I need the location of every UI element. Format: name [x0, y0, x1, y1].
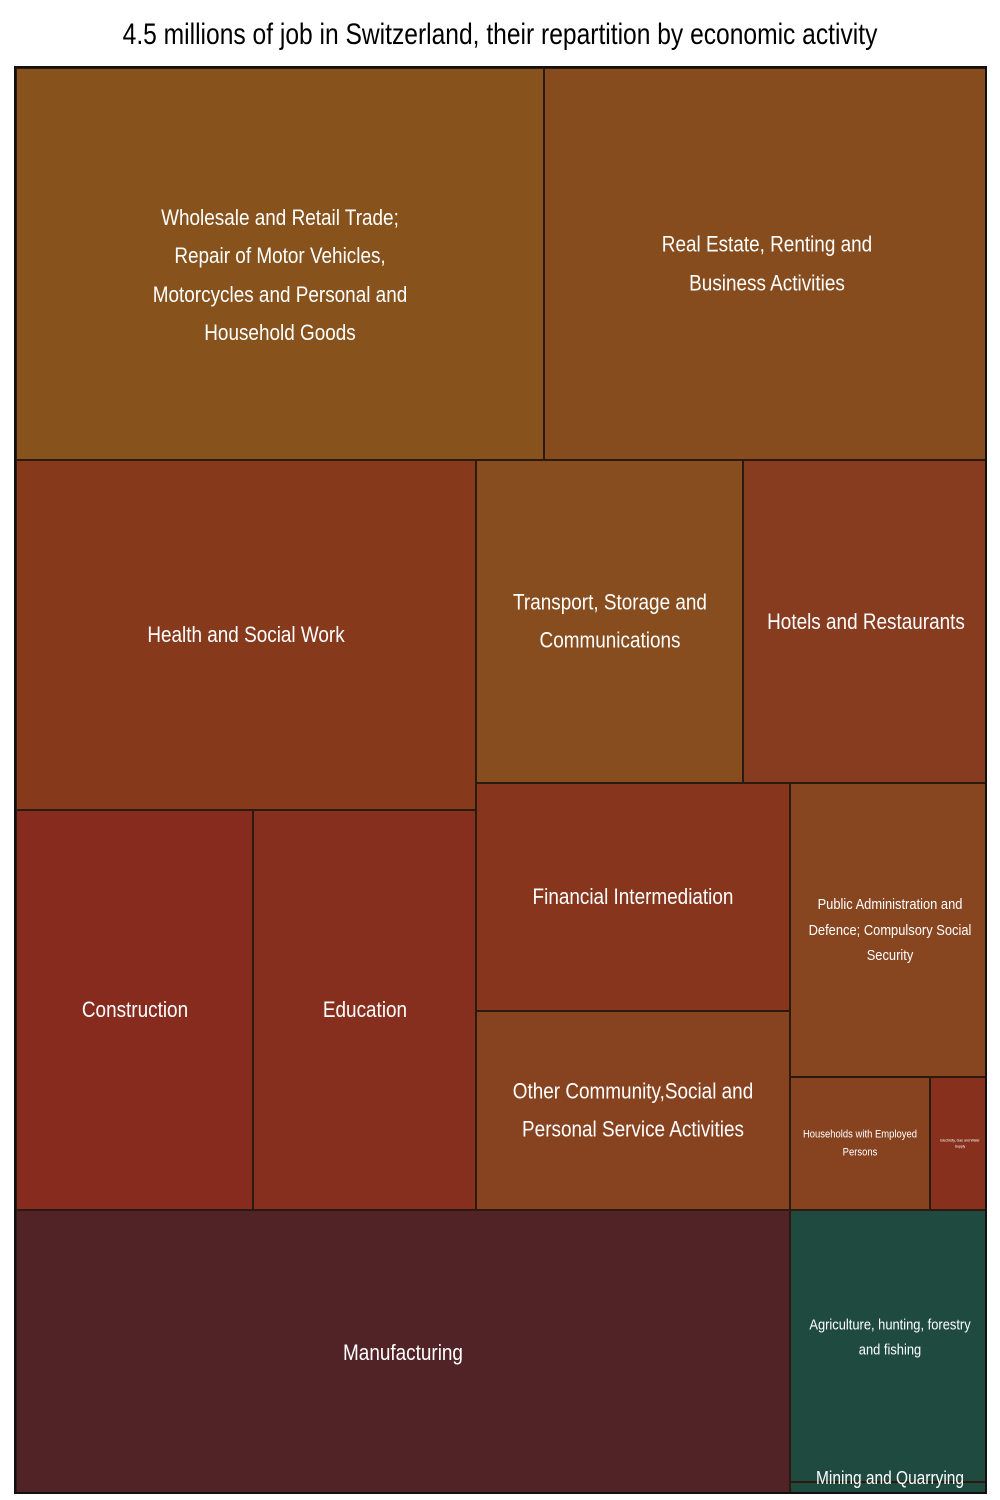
treemap-tile-label: Electricity, Gas and Water Supply: [939, 1137, 980, 1149]
treemap-tile-label: Other Community,Social and Personal Serv…: [512, 1078, 754, 1142]
chart-title: 4.5 millions of job in Switzerland, thei…: [122, 18, 878, 51]
treemap-tile-real-estate-renting-and-business-activit: Real Estate, Renting and Business Activi…: [544, 68, 985, 460]
treemap-tile-label: Financial Intermediation: [532, 883, 734, 909]
treemap-tile-other-community-social-and-personal-serv: Other Community,Social and Personal Serv…: [476, 1011, 790, 1210]
treemap-tile-label: Education: [322, 996, 407, 1022]
treemap-tile-financial-intermediation: Financial Intermediation: [476, 783, 790, 1011]
treemap-tile-label: Households with Employed Persons: [802, 1127, 918, 1159]
treemap-tile-hotels-and-restaurants: Hotels and Restaurants: [743, 460, 985, 783]
treemap-tile-education: Education: [253, 810, 476, 1210]
treemap-tile-construction: Construction: [16, 810, 253, 1210]
treemap-chart: Wholesale and Retail Trade; Repair of Mo…: [14, 66, 987, 1494]
treemap-tile-label: Wholesale and Retail Trade; Repair of Mo…: [152, 204, 408, 346]
treemap-tile-households-with-employed-persons: Households with Employed Persons: [790, 1077, 930, 1210]
treemap-tile-label: Manufacturing: [343, 1339, 463, 1365]
treemap-tile-label: Real Estate, Renting and Business Activi…: [661, 231, 872, 296]
treemap-tile-label: Agriculture, hunting, forestry and fishi…: [808, 1316, 971, 1359]
treemap-tile-label: Public Administration and Defence; Compu…: [808, 895, 971, 964]
treemap-tile-label: Construction: [81, 996, 188, 1022]
treemap-tile-label: Transport, Storage and Communications: [512, 589, 707, 653]
treemap-tile-public-administration-and-defence-compul: Public Administration and Defence; Compu…: [790, 783, 985, 1077]
treemap-tile-agriculture-hunting-forestry-and-fishing: Agriculture, hunting, forestry and fishi…: [790, 1210, 985, 1482]
treemap-tile-manufacturing: Manufacturing: [16, 1210, 790, 1492]
treemap-tile-label: Health and Social Work: [147, 621, 345, 647]
treemap-tile-label: Hotels and Restaurants: [767, 608, 965, 634]
treemap-tile-transport-storage-and-communications: Transport, Storage and Communications: [476, 460, 743, 783]
treemap-tile-health-and-social-work: Health and Social Work: [16, 460, 476, 810]
treemap-tile-label: Mining and Quarrying: [815, 1468, 964, 1489]
treemap-tile-electricity-gas-and-water-supply: Electricity, Gas and Water Supply: [930, 1077, 985, 1210]
treemap-tile-mining-and-quarrying: Mining and Quarrying: [790, 1468, 985, 1492]
treemap-tile-wholesale-and-retail-trade-repair-of-mot: Wholesale and Retail Trade; Repair of Mo…: [16, 68, 544, 460]
